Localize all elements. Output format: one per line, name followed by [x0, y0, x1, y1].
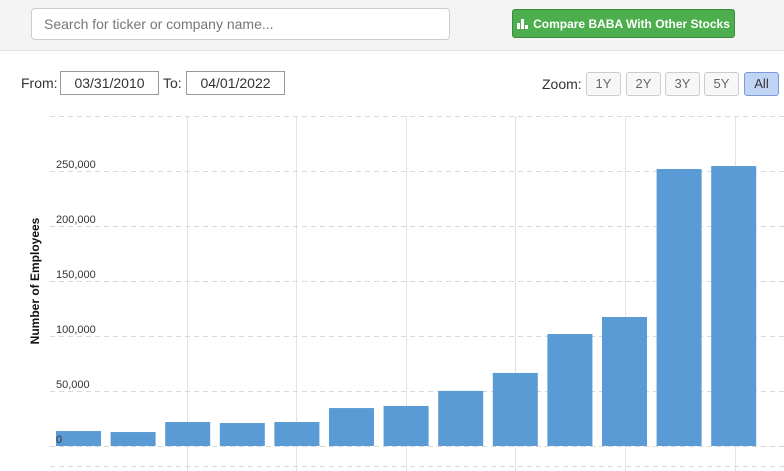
zoom-button[interactable]: 5Y: [704, 72, 739, 96]
bar: [329, 408, 374, 446]
y-tick-label: 250,000: [56, 159, 96, 171]
chart-icon: [517, 18, 529, 29]
zoom-button[interactable]: 1Y: [586, 72, 621, 96]
search-input[interactable]: Search for ticker or company name...: [31, 8, 450, 40]
zoom-button[interactable]: All: [744, 72, 779, 96]
bar: [711, 166, 757, 447]
y-tick-label: 100,000: [56, 324, 96, 336]
bar: [656, 169, 702, 446]
bar: [56, 431, 101, 446]
bar: [219, 423, 265, 446]
bar: [547, 334, 593, 446]
compare-label: Compare BABA With Other Stocks: [533, 16, 730, 31]
y-tick-label: 200,000: [56, 214, 96, 226]
to-label: To:: [163, 75, 182, 91]
zoom-button[interactable]: 2Y: [626, 72, 661, 96]
from-date-input[interactable]: 03/31/2010: [60, 71, 159, 95]
compare-button[interactable]: Compare BABA With Other Stocks: [512, 9, 735, 38]
zoom-label: Zoom:: [542, 76, 582, 92]
bar: [602, 316, 647, 446]
to-date-input[interactable]: 04/01/2022: [186, 71, 285, 95]
from-label: From:: [21, 75, 58, 91]
bar: [165, 422, 211, 446]
bar: [274, 422, 320, 446]
zoom-button[interactable]: 3Y: [665, 72, 700, 96]
y-axis-title: Number of Employees: [28, 217, 42, 344]
y-tick-label: 150,000: [56, 269, 96, 281]
top-bar: Search for ticker or company name... Com…: [0, 0, 784, 51]
bar: [110, 432, 156, 446]
bar: [383, 405, 429, 446]
y-tick-label: 0: [56, 434, 62, 446]
bar: [438, 390, 484, 446]
bar: [492, 372, 538, 446]
y-tick-label: 50,000: [56, 379, 90, 391]
